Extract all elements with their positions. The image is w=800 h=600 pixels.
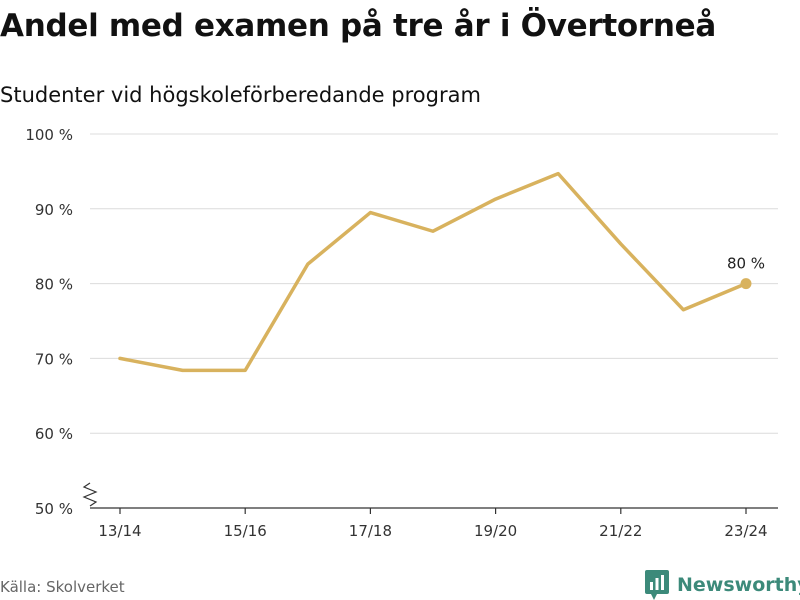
y-tick-label: 80 % [35, 276, 73, 294]
brand-name: Newsworthy [677, 574, 800, 596]
x-tick-label: 15/16 [224, 522, 267, 540]
y-tick-label: 70 % [35, 350, 73, 368]
data-point-last [740, 278, 752, 290]
y-tick-label: 50 % [35, 500, 73, 518]
axis-break-icon [82, 482, 98, 507]
y-tick-label: 100 % [25, 126, 73, 144]
chart-subtitle: Studenter vid högskoleförberedande progr… [0, 83, 481, 107]
y-tick-label: 60 % [35, 425, 73, 443]
x-tick-label: 13/14 [98, 522, 141, 540]
data-label: 80 % [727, 255, 765, 273]
newsworthy-logo: Newsworthy [645, 570, 800, 600]
bar-chart-icon [645, 570, 669, 600]
source-note: Källa: Skolverket [0, 578, 125, 596]
x-tick-label: 21/22 [599, 522, 642, 540]
x-tick-label: 19/20 [474, 522, 517, 540]
x-tick-label: 17/18 [349, 522, 392, 540]
x-tick-label: 23/24 [724, 522, 767, 540]
series-line [118, 171, 748, 373]
y-tick-label: 90 % [35, 201, 73, 219]
chart-title: Andel med examen på tre år i Övertorneå [0, 8, 716, 44]
